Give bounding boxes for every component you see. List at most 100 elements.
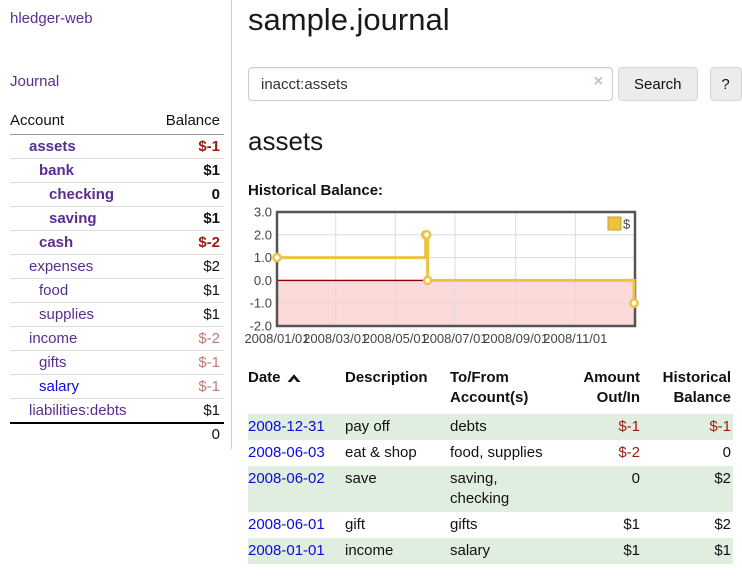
- account-name-cell: assets: [10, 135, 153, 159]
- register-amount-cell: 0: [560, 466, 642, 512]
- account-link[interactable]: supplies: [39, 306, 94, 323]
- transaction-date-link[interactable]: 2008-12-31: [248, 418, 325, 435]
- register-row: 2008-06-03eat & shopfood, supplies$-20: [248, 440, 733, 466]
- register-description-cell: pay off: [345, 414, 450, 440]
- account-row: expenses$2: [10, 255, 224, 279]
- register-balance-cell: $-1: [642, 414, 733, 440]
- account-balance: 0: [153, 183, 224, 207]
- accounts-table: Account Balance assets $-1 bank $1 checking 0…: [10, 110, 224, 445]
- register-col-date[interactable]: Date: [248, 366, 345, 414]
- account-link[interactable]: income: [29, 330, 77, 347]
- x-tick-label: 2008/11/01: [543, 331, 607, 346]
- register-col-accounts: To/From Account(s): [450, 366, 560, 414]
- chart-canvas: 2008/01/012008/03/012008/05/012008/07/01…: [238, 206, 738, 348]
- accounts-total-row: 0: [10, 423, 224, 445]
- transaction-date-link[interactable]: 2008-06-03: [248, 444, 325, 461]
- data-point-marker: [424, 277, 431, 284]
- accounts-total-value: 0: [153, 423, 224, 445]
- x-tick-label: 2008/09/01: [483, 331, 548, 346]
- account-balance: $1: [153, 207, 224, 231]
- account-link[interactable]: saving: [49, 210, 97, 227]
- account-link[interactable]: food: [39, 282, 68, 299]
- main-content: sample.journal × Search ? assets Histori…: [232, 0, 742, 564]
- transaction-date-link[interactable]: 2008-06-02: [248, 470, 325, 487]
- transaction-date-link[interactable]: 2008-01-01: [248, 542, 325, 559]
- register-col-balance: Historical Balance: [642, 366, 733, 414]
- account-name-cell: supplies: [10, 303, 153, 327]
- register-col-amount: Amount Out/In: [560, 366, 642, 414]
- account-link[interactable]: liabilities:debts: [29, 402, 127, 419]
- register-description-cell: save: [345, 466, 450, 512]
- account-row: food $1: [10, 279, 224, 303]
- account-balance: $-1: [153, 135, 224, 159]
- register-accounts-cell: gifts: [450, 512, 560, 538]
- x-tick-label: 2008/03/01: [303, 331, 368, 346]
- register-description-cell: gift: [345, 512, 450, 538]
- account-row: supplies$1: [10, 303, 224, 327]
- account-row: salary $-1: [10, 375, 224, 399]
- account-balance: $1: [153, 279, 224, 303]
- x-tick-label: 2008/07/01: [422, 331, 487, 346]
- register-balance-cell: 0: [642, 440, 733, 466]
- search-input[interactable]: [248, 67, 613, 101]
- account-balance: $-2: [153, 327, 224, 351]
- nav-journal-link[interactable]: Journal: [10, 73, 223, 90]
- accounts-col-balance: Balance: [153, 110, 224, 135]
- help-button[interactable]: ?: [710, 67, 742, 101]
- account-link[interactable]: assets: [29, 138, 76, 155]
- account-row: saving $1: [10, 207, 224, 231]
- account-row: checking 0: [10, 183, 224, 207]
- legend-label: $: [623, 217, 631, 232]
- account-link[interactable]: gifts: [39, 354, 67, 371]
- account-heading: assets: [248, 126, 742, 157]
- account-link[interactable]: bank: [39, 162, 74, 179]
- account-link[interactable]: expenses: [29, 258, 93, 275]
- data-point-marker: [273, 254, 280, 261]
- register-col-description: Description: [345, 366, 450, 414]
- register-row: 2008-12-31pay offdebts$-1$-1: [248, 414, 733, 440]
- register-header-row: Date Description To/From Account(s) Amou…: [248, 366, 733, 414]
- account-balance: $1: [153, 159, 224, 183]
- register-row: 2008-01-01incomesalary$1$1: [248, 538, 733, 564]
- register-date-cell: 2008-01-01: [248, 538, 345, 564]
- y-tick-label: 1.0: [254, 250, 272, 265]
- register-amount-cell: $-1: [560, 414, 642, 440]
- account-name-cell: cash: [10, 231, 153, 255]
- register-accounts-cell: food, supplies: [450, 440, 560, 466]
- y-tick-label: -2.0: [250, 319, 272, 334]
- accounts-header-row: Account Balance: [10, 110, 224, 135]
- account-name-cell: saving: [10, 207, 153, 231]
- account-name-cell: food: [10, 279, 153, 303]
- register-date-cell: 2008-12-31: [248, 414, 345, 440]
- account-balance: $-1: [153, 375, 224, 399]
- transaction-date-link[interactable]: 2008-06-01: [248, 516, 325, 533]
- account-row: bank $1: [10, 159, 224, 183]
- register-table: Date Description To/From Account(s) Amou…: [248, 366, 733, 564]
- account-row: income $-2: [10, 327, 224, 351]
- historical-balance-chart: 2008/01/012008/03/012008/05/012008/07/01…: [238, 206, 742, 348]
- account-balance: $-1: [153, 351, 224, 375]
- register-date-cell: 2008-06-02: [248, 466, 345, 512]
- account-link[interactable]: checking: [49, 186, 114, 203]
- sidebar: hledger-web Journal Account Balance asse…: [0, 0, 232, 449]
- register-balance-cell: $1: [642, 538, 733, 564]
- search-box: ×: [248, 67, 613, 101]
- register-accounts-cell: salary: [450, 538, 560, 564]
- register-amount-cell: $1: [560, 512, 642, 538]
- account-link[interactable]: salary: [39, 378, 79, 395]
- page: hledger-web Journal Account Balance asse…: [0, 0, 742, 564]
- account-row: cash $-2: [10, 231, 224, 255]
- search-button[interactable]: Search: [618, 67, 698, 101]
- chart-title: Historical Balance:: [248, 182, 742, 199]
- register-col-date-label: Date: [248, 369, 281, 386]
- clear-search-icon[interactable]: ×: [594, 73, 603, 91]
- register-date-cell: 2008-06-03: [248, 440, 345, 466]
- account-row: assets $-1: [10, 135, 224, 159]
- account-link[interactable]: cash: [39, 234, 73, 251]
- register-amount-cell: $1: [560, 538, 642, 564]
- register-balance-cell: $2: [642, 512, 733, 538]
- account-balance: $-2: [153, 231, 224, 255]
- register-row: 2008-06-01 giftgifts$1$2: [248, 512, 733, 538]
- app-brand-link[interactable]: hledger-web: [10, 10, 223, 27]
- account-name-cell: gifts: [10, 351, 153, 375]
